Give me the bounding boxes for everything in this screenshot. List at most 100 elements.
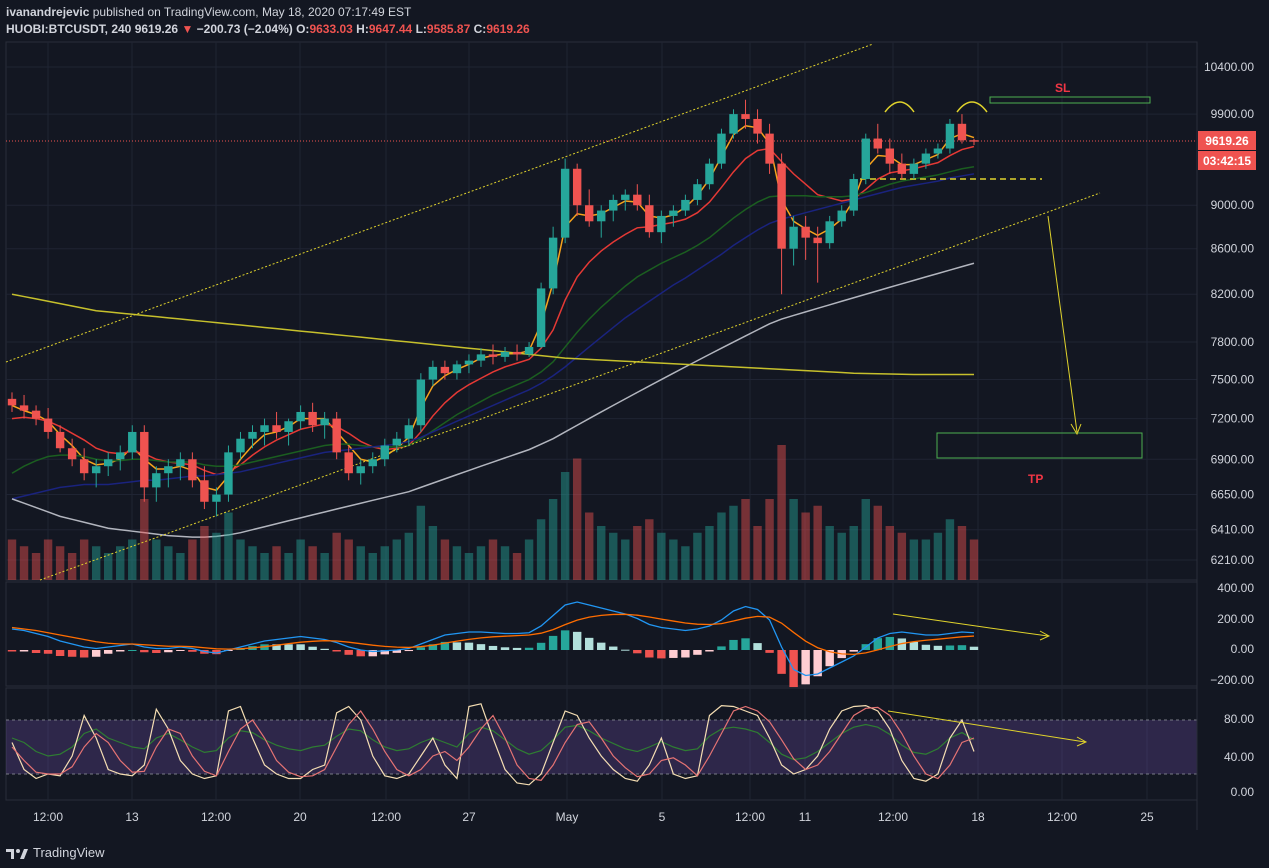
macd-histogram-bar <box>741 638 750 650</box>
macd-histogram-bar <box>597 642 606 650</box>
macd-histogram-bar <box>296 644 305 650</box>
volume-bar <box>19 546 29 580</box>
candle-body <box>440 366 450 374</box>
macd-histogram-bar <box>921 644 931 650</box>
candle-body <box>128 431 137 453</box>
volume-bar <box>152 539 161 580</box>
macd-histogram-bar <box>452 642 462 650</box>
candle-body <box>909 163 919 174</box>
candle-body <box>43 418 53 432</box>
candle-body <box>320 418 329 426</box>
macd-histogram-bar <box>188 650 197 652</box>
tp-label: TP <box>1028 472 1043 486</box>
candle-body <box>945 123 955 149</box>
tradingview-logo-icon[interactable] <box>6 847 28 859</box>
macd-histogram-bar <box>548 635 558 650</box>
macd-histogram-bar <box>55 650 65 656</box>
volume-bar <box>705 526 714 580</box>
sl-box <box>989 96 1151 104</box>
candle-body <box>705 163 714 185</box>
macd-histogram-bar <box>392 650 402 653</box>
macd-histogram-bar <box>79 650 89 658</box>
candle-body <box>572 168 582 206</box>
candle-body <box>837 210 846 222</box>
volume-bar <box>164 546 173 580</box>
candle-body <box>236 438 245 453</box>
volume-bar <box>717 512 726 580</box>
candle-body <box>969 140 979 142</box>
volume-bar <box>344 539 353 580</box>
volume-bar <box>897 532 907 580</box>
stoch-tick-label: 40.00 <box>1224 750 1254 764</box>
macd-histogram-bar <box>500 647 510 650</box>
candle-body <box>488 354 498 357</box>
volume-bar <box>55 546 65 580</box>
symbol-label[interactable]: HUOBI:BTCUSDT, 240 <box>6 22 132 36</box>
candle-body <box>777 163 786 249</box>
candle-body <box>609 199 618 211</box>
volume-bar <box>104 553 113 580</box>
volume-bar <box>128 539 137 580</box>
volume-bar <box>43 539 53 580</box>
candle-body <box>741 114 750 119</box>
macd-histogram-bar <box>140 650 149 653</box>
volume-bar <box>296 539 305 580</box>
candle-body <box>813 237 822 244</box>
volume-bar <box>67 553 77 580</box>
candle-body <box>621 194 630 200</box>
candle-body <box>657 215 666 233</box>
macd-histogram-bar <box>957 645 967 650</box>
volume-bar <box>837 532 846 580</box>
volume-bar <box>933 532 943 580</box>
volume-bar <box>753 526 762 580</box>
macd-histogram-bar <box>933 645 943 650</box>
candle-body <box>116 452 125 460</box>
low-label: L: <box>415 22 427 36</box>
stoch-divergence-line <box>887 710 1086 743</box>
candle-body <box>645 205 654 233</box>
volume-bar <box>260 553 269 580</box>
macd-histogram-bar <box>705 650 714 652</box>
macd-histogram-bar <box>669 650 678 658</box>
volume-bars <box>7 445 979 580</box>
candle-body <box>67 448 77 460</box>
time-tick-label: 20 <box>293 810 307 824</box>
macd-histogram-bar <box>440 641 450 650</box>
volume-bar <box>212 532 221 580</box>
volume-bar <box>645 519 654 580</box>
time-tick-label: 25 <box>1140 810 1154 824</box>
author-name[interactable]: ivanandrejevic <box>6 5 90 19</box>
volume-bar <box>536 519 546 580</box>
candle-body <box>344 452 353 474</box>
candle-body <box>55 431 65 449</box>
brand-label[interactable]: TradingView <box>33 845 105 860</box>
candles <box>7 99 979 517</box>
macd-histogram-bar <box>512 647 522 650</box>
candle-body <box>272 425 281 432</box>
volume-bar <box>657 532 666 580</box>
price-tick-label: 7800.00 <box>1211 335 1255 349</box>
price-pane-frame <box>5 41 1198 581</box>
price-tick-label: 7200.00 <box>1211 412 1255 426</box>
time-tick-label: 12:00 <box>735 810 765 824</box>
stoch-arrow-head <box>1076 736 1088 747</box>
volume-bar <box>885 526 895 580</box>
candle-body <box>825 221 834 244</box>
volume-bar <box>404 532 414 580</box>
macd-histogram-bar <box>404 650 414 652</box>
macd-histogram-bar <box>753 643 762 650</box>
price-tick-label: 6210.00 <box>1211 553 1255 567</box>
time-tick-label: 12:00 <box>33 810 63 824</box>
volume-bar <box>380 546 389 580</box>
macd-histogram-bar <box>116 650 125 652</box>
price-tick-label: 8200.00 <box>1211 287 1255 301</box>
publish-info: published on TradingView.com, May 18, 20… <box>92 5 412 19</box>
volume-bar <box>7 539 17 580</box>
candle-body <box>176 459 185 467</box>
macd-histogram-bar <box>67 650 77 657</box>
price-tick-label: 6900.00 <box>1211 452 1255 466</box>
candle-body <box>861 138 870 180</box>
volume-bar <box>609 532 618 580</box>
candle-body <box>308 411 317 426</box>
candle-body <box>428 366 438 380</box>
